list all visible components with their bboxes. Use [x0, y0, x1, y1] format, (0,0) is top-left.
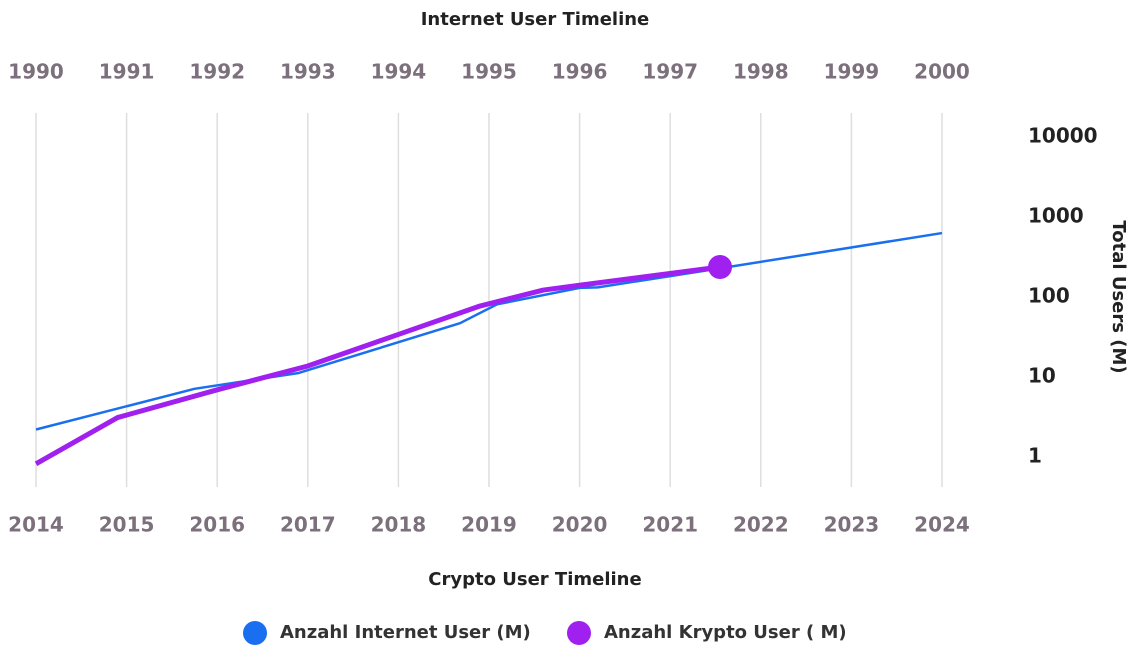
y-tick-label: 1000	[1028, 204, 1084, 228]
x2-tick-label: 1993	[280, 60, 336, 84]
end-marker	[708, 255, 733, 280]
x-tick-label: 2015	[99, 513, 155, 537]
series-line	[35, 231, 943, 431]
x2-tick-label: 2000	[914, 60, 970, 84]
x2-tick-label: 1996	[552, 60, 608, 84]
y-tick-label: 100	[1028, 283, 1070, 307]
x-tick-label: 2017	[280, 513, 336, 537]
x-tick-label: 2022	[733, 513, 789, 537]
x-tick-label: 2018	[371, 513, 427, 537]
x2-tick-label: 1990	[8, 60, 64, 84]
x2-tick-label: 1997	[642, 60, 698, 84]
x-tick-label: 2016	[189, 513, 245, 537]
x-tick-label: 2023	[824, 513, 880, 537]
x2-tick-label: 1991	[99, 60, 155, 84]
legend-swatch	[567, 621, 591, 645]
top-axis-label: Internet User Timeline	[421, 9, 650, 30]
x2-tick-label: 1995	[461, 60, 517, 84]
x2-tick-label: 1994	[371, 60, 427, 84]
y-axis-label: Total Users (M)	[1108, 220, 1129, 373]
x2-tick-label: 1992	[189, 60, 245, 84]
y-tick-label: 1	[1028, 443, 1042, 467]
x-tick-label: 2024	[914, 513, 970, 537]
legend-swatch	[243, 621, 267, 645]
x-tick-label: 2021	[642, 513, 698, 537]
x-tick-label: 2014	[8, 513, 64, 537]
x-tick-label: 2019	[461, 513, 517, 537]
x2-tick-label: 1998	[733, 60, 789, 84]
y-tick-label: 10	[1028, 363, 1056, 387]
bottom-axis-label: Crypto User Timeline	[428, 569, 641, 590]
y-tick-label: 10000	[1028, 124, 1098, 148]
x-tick-label: 2020	[552, 513, 608, 537]
series-line	[34, 264, 721, 466]
legend-label: Anzahl Internet User (M)	[280, 622, 531, 643]
x2-tick-label: 1999	[824, 60, 880, 84]
legend-label: Anzahl Krypto User ( M)	[604, 622, 847, 643]
